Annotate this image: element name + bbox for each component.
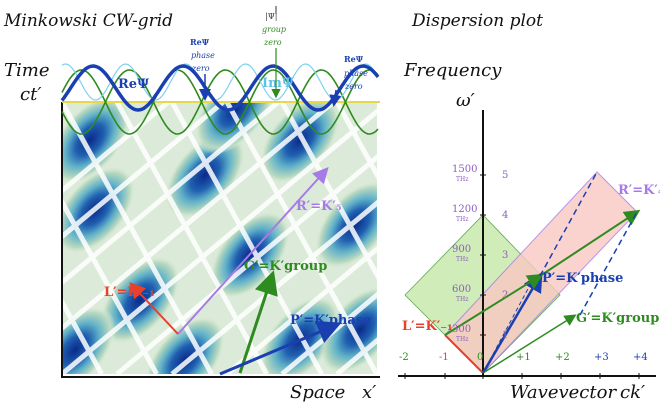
svg-text:zero: zero — [344, 82, 363, 91]
thz-tick-label: 900 — [452, 244, 471, 255]
omega-tick-label: 1 — [502, 330, 508, 341]
left-title: Minkowski CW-grid — [3, 11, 173, 31]
wavevector-label: Wavevector — [510, 382, 617, 402]
svg-text:phase: phase — [344, 69, 368, 78]
svg-text:ReΨ: ReΨ — [344, 54, 364, 64]
disp-vector-l — [444, 334, 484, 374]
vector-r — [177, 167, 329, 335]
svg-text:zero: zero — [191, 64, 210, 73]
wave-curves — [60, 63, 380, 135]
thz-tick-label: 1500 — [452, 164, 477, 175]
k-tick-label: 0 — [477, 352, 483, 363]
phase-zero-right-arrow — [329, 89, 342, 107]
re-phase-zero-label: ReΨ phase zero — [190, 37, 215, 73]
abs-psi-envelope — [61, 69, 379, 135]
point-g-label: G′=K′group — [576, 311, 659, 326]
grid-line — [62, 108, 377, 374]
grid-blob — [259, 102, 341, 185]
point-l-label: L′=K′₋₁ — [402, 319, 453, 334]
im-psi-label: ImΨ — [262, 76, 294, 91]
omega-tick-label: 3 — [502, 250, 508, 261]
disp-vector-pr — [539, 209, 641, 277]
omega-label: ω′ — [456, 90, 475, 111]
thz-tick-label: 300 — [452, 324, 471, 335]
grid-line — [0, 102, 47, 374]
space-var: x′ — [362, 382, 376, 402]
svg-text:zero: zero — [263, 38, 282, 47]
grid-line — [62, 102, 214, 374]
frequency-label: Frequency — [403, 60, 502, 81]
grid-blob — [194, 102, 276, 155]
grid-line — [62, 102, 171, 194]
vector-g — [238, 270, 278, 374]
grid-line — [169, 102, 324, 374]
abs-group-zero-label: |Ψ| group zero — [262, 12, 286, 47]
svg-text:group: group — [262, 25, 286, 34]
disp-vector-lp — [444, 273, 544, 336]
k-tick-label: +3 — [594, 352, 609, 363]
thz-tick-label: 1200 — [452, 204, 477, 215]
k-tick-label: +2 — [555, 352, 570, 363]
disp-vector-p — [481, 271, 543, 374]
omega-tick-label: 2 — [502, 290, 508, 301]
grid-line — [62, 102, 336, 332]
disp-vector-g — [482, 314, 577, 374]
vector-l-label: L′=K′₋₁ — [104, 285, 155, 300]
vector-l — [129, 282, 179, 335]
dashed-line-3 — [482, 284, 531, 374]
vector-p-label: P′=K′phase — [290, 313, 371, 328]
thz-unit-label: THz — [456, 176, 468, 183]
k-tick-label: -1 — [439, 352, 449, 363]
k-ticks: -2 -1 0 +1 +2 +3 +4 — [399, 352, 648, 379]
grid-line — [170, 199, 377, 374]
re-psi-label: ReΨ — [118, 77, 149, 92]
omega-tick-label: 4 — [502, 210, 508, 221]
thz-unit-label: THz — [456, 296, 468, 303]
svg-text:phase: phase — [191, 51, 215, 60]
space-label: Space — [290, 382, 345, 402]
time-label: Time — [4, 60, 49, 81]
grid-line — [62, 102, 281, 286]
k-tick-label: -2 — [399, 352, 409, 363]
svg-text:|Ψ|: |Ψ| — [265, 12, 277, 21]
grid-line — [115, 154, 377, 374]
point-r-label: R′=K′₄ — [618, 183, 660, 198]
svg-text:ReΨ: ReΨ — [190, 37, 210, 47]
k-tick-label: +1 — [516, 352, 531, 363]
point-p-label: P′=K′phase — [542, 271, 623, 286]
grid-line — [62, 296, 104, 374]
re-phase-zero-right-label: ReΨ phase zero — [344, 54, 368, 91]
re-psi-wave — [60, 64, 380, 112]
grid-line — [224, 102, 377, 374]
grid-line — [62, 102, 226, 240]
vector-r-label: R′=K′₅ — [296, 199, 342, 214]
k-tick-label: +4 — [633, 352, 648, 363]
grid-line — [225, 245, 377, 374]
thz-unit-label: THz — [456, 336, 468, 343]
vector-g-label: G′=K′group — [244, 259, 327, 274]
grid-line — [279, 102, 377, 280]
thz-unit-label: THz — [456, 256, 468, 263]
im-psi-wave — [61, 63, 379, 101]
right-title: Dispersion plot — [411, 11, 543, 31]
ck-label: ck′ — [620, 382, 645, 402]
grid-line — [334, 102, 377, 180]
omega-tick-label: 5 — [502, 170, 508, 181]
grid-line — [62, 196, 159, 374]
time-var: ct′ — [20, 84, 41, 105]
grid-line — [114, 102, 269, 374]
grid-blob — [62, 305, 116, 374]
vector-p — [219, 320, 342, 376]
thz-unit-label: THz — [456, 216, 468, 223]
thz-tick-label: 600 — [452, 284, 471, 295]
